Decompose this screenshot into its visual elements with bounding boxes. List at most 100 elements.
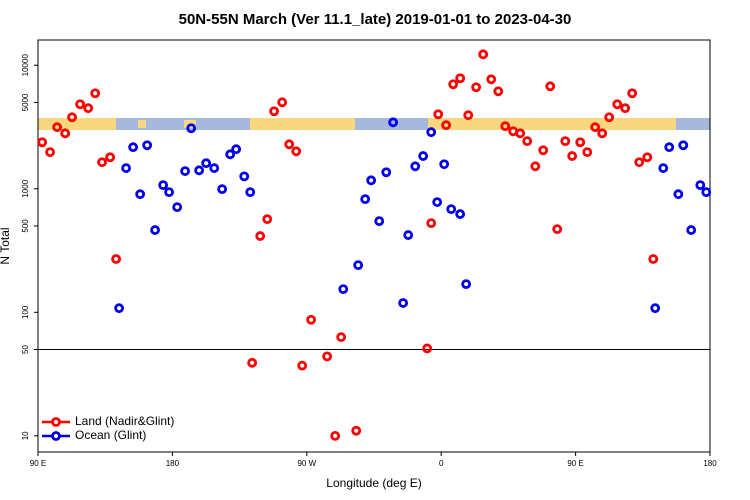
point	[374, 216, 385, 227]
point	[486, 74, 497, 85]
band-land	[38, 118, 116, 130]
point	[432, 197, 443, 207]
point	[410, 161, 421, 172]
point	[455, 73, 466, 84]
point	[135, 189, 146, 200]
point	[439, 159, 450, 170]
point	[658, 163, 669, 173]
point	[121, 163, 132, 173]
point	[478, 49, 489, 60]
point	[648, 254, 659, 264]
plot-frame	[37, 39, 711, 453]
point	[426, 127, 437, 138]
point	[111, 254, 122, 264]
y-tick-label: 50	[21, 344, 30, 353]
legend-label: Ocean (Glint)	[75, 428, 146, 442]
point	[52, 122, 63, 133]
point	[664, 142, 675, 153]
point	[194, 165, 205, 176]
y-tick-label: 10	[21, 431, 30, 440]
point	[351, 425, 362, 436]
point	[306, 314, 317, 325]
point	[433, 109, 444, 120]
point	[422, 343, 433, 354]
y-axis-label: N Total	[0, 227, 12, 264]
point	[239, 171, 250, 182]
point	[673, 189, 684, 200]
point	[463, 110, 474, 121]
point	[45, 147, 55, 158]
point	[418, 151, 429, 161]
point	[426, 218, 437, 229]
point	[284, 139, 295, 150]
point	[231, 144, 242, 155]
point	[83, 103, 94, 114]
point	[255, 231, 266, 241]
legend-marker	[51, 431, 61, 441]
point	[582, 147, 593, 158]
point	[297, 360, 308, 371]
point	[97, 157, 107, 168]
point	[538, 145, 549, 156]
y-tick-label: 5000	[21, 93, 30, 111]
x-tick-label: 90 E	[567, 459, 583, 468]
point	[217, 184, 228, 195]
point	[455, 209, 466, 219]
x-axis-label: Longitude (deg E)	[326, 476, 421, 490]
point	[150, 225, 160, 235]
point	[403, 230, 414, 240]
point	[60, 128, 71, 139]
y-tick-label: 100	[21, 305, 30, 319]
point	[695, 180, 706, 191]
point	[336, 332, 347, 342]
x-tick-label: 90 E	[30, 459, 46, 468]
point	[164, 187, 175, 198]
point	[650, 303, 661, 314]
point	[545, 81, 556, 92]
point	[381, 167, 392, 178]
point	[627, 88, 638, 99]
point	[446, 204, 457, 215]
point	[353, 260, 364, 271]
point	[522, 136, 533, 147]
point	[634, 157, 645, 168]
land-ocean-band	[38, 118, 710, 130]
y-tick-label: 1000	[21, 179, 30, 197]
point	[180, 166, 190, 176]
point	[128, 142, 139, 153]
point	[114, 303, 124, 314]
point	[338, 284, 349, 295]
y-tick-label: 500	[21, 219, 30, 233]
point	[330, 430, 341, 441]
point	[560, 136, 571, 147]
legend-label: Land (Nadir&Glint)	[75, 414, 174, 428]
point	[620, 103, 631, 114]
point	[247, 357, 258, 368]
point	[201, 158, 212, 169]
point	[225, 149, 236, 160]
point	[75, 99, 86, 110]
point	[360, 194, 371, 205]
point	[567, 151, 578, 161]
point	[277, 97, 288, 108]
point	[500, 121, 511, 132]
band-land	[138, 120, 146, 128]
point	[291, 146, 302, 157]
point	[493, 86, 504, 97]
point	[678, 140, 689, 151]
point	[441, 120, 452, 131]
point	[552, 224, 563, 235]
point	[262, 214, 273, 225]
point	[597, 128, 608, 139]
x-tick-label: 90 W	[297, 459, 316, 468]
point	[158, 180, 169, 191]
point	[209, 163, 220, 173]
point	[322, 351, 333, 362]
point	[245, 187, 256, 198]
point	[172, 202, 183, 213]
point	[398, 298, 409, 308]
point	[448, 79, 459, 90]
point	[37, 137, 48, 148]
point	[642, 152, 653, 163]
